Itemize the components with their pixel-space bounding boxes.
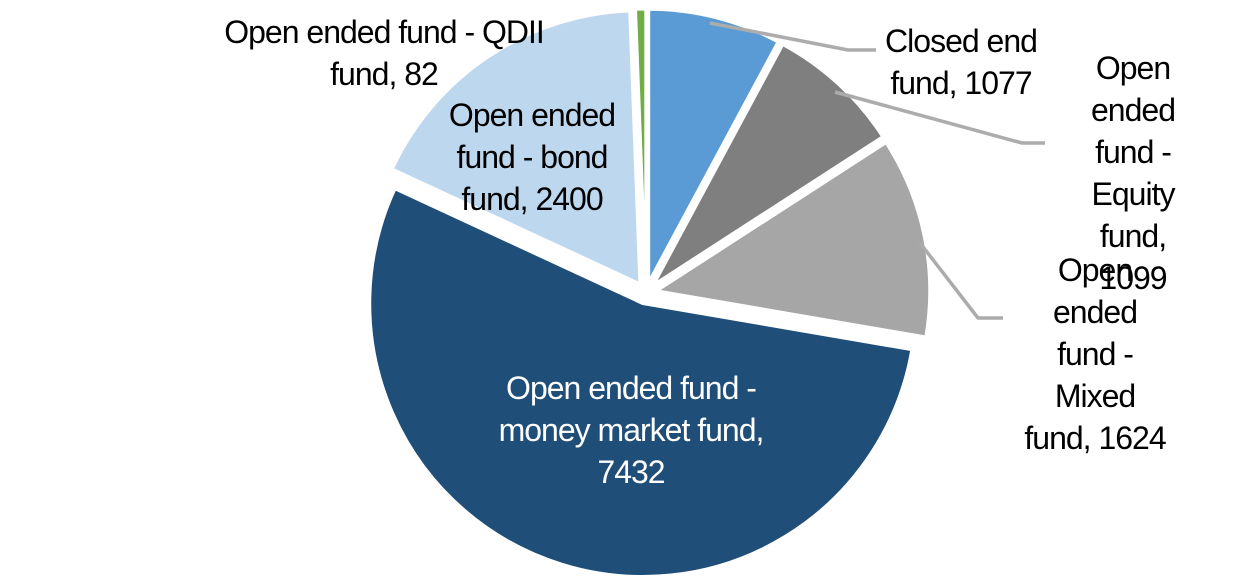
leader-line-closed-end-fund bbox=[709, 21, 876, 52]
slice-label-money-market-fund: Open ended fund - money market fund, 743… bbox=[498, 370, 765, 490]
slice-label-equity-fund: Open ended fund - Equity fund, 1099 bbox=[1091, 50, 1176, 296]
pie-slice-open-ended-fund-equity-fund bbox=[652, 43, 885, 287]
slice-label-bond-fund: Open ended fund - bond fund, 2400 bbox=[448, 97, 616, 217]
pie-slice-open-ended-fund-qdii-fund bbox=[634, 7, 648, 284]
leader-line-mixed-fund bbox=[918, 241, 1003, 320]
slice-label-qdii-fund: Open ended fund - QDII fund, 82 bbox=[224, 14, 545, 92]
leader-line-equity-fund bbox=[834, 90, 1045, 145]
pie-slice-open-ended-fund-mixed-fund bbox=[655, 141, 932, 339]
pie-slice-open-ended-fund-money-market-fund bbox=[368, 187, 914, 578]
pie-slice-closed-end-fund bbox=[647, 7, 780, 284]
slice-label-mixed-fund: Open ended fund - Mixed fund, 1624 bbox=[1024, 252, 1166, 456]
pie-slice-open-ended-fund-bond-fund bbox=[390, 9, 642, 286]
pie-slices-group bbox=[368, 7, 932, 578]
slice-label-closed-end-fund: Closed end fund, 1077 bbox=[885, 23, 1038, 101]
